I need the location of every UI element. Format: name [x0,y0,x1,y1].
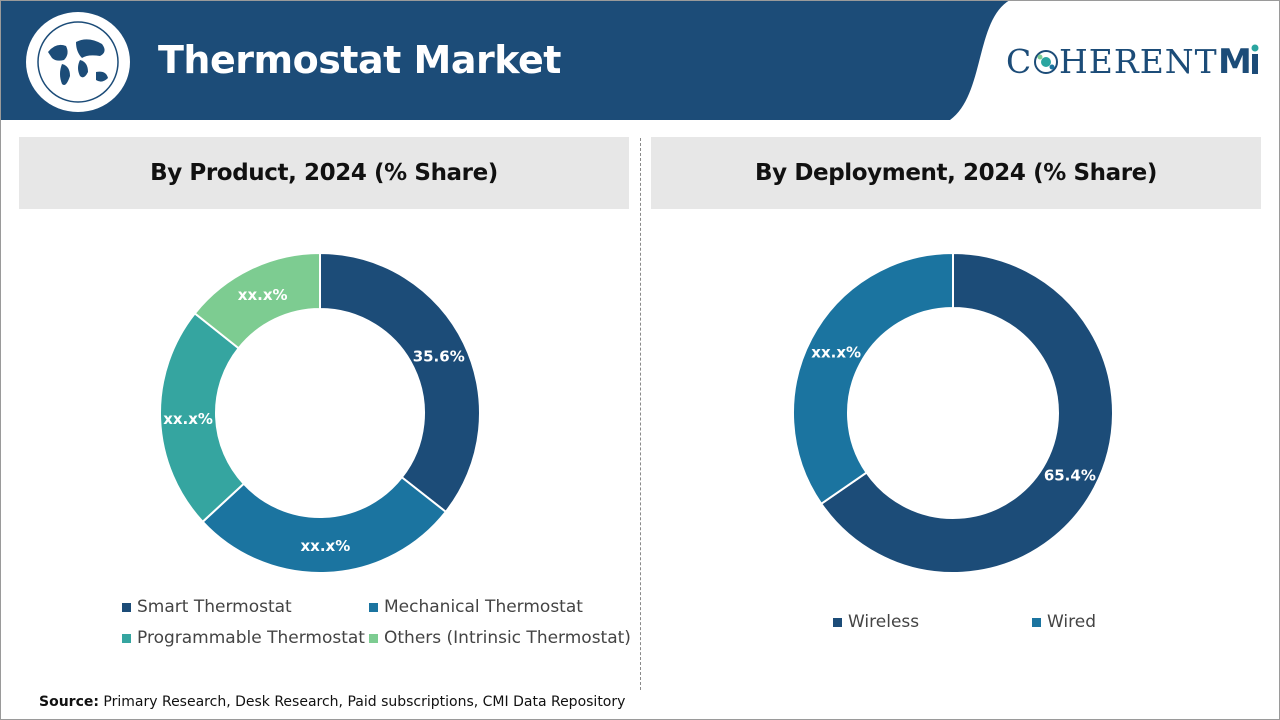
slice-smart-thermostat [319,251,481,514]
svg-text:M: M [1218,42,1253,82]
brand-logo: C HERENT M [1006,40,1268,84]
data-label-programmable-thermostat: xx.x% [163,410,213,428]
legend-swatch [369,633,378,643]
data-label-smart-thermostat: 35.6% [413,347,465,365]
source-note: Source: Primary Research, Desk Research,… [39,694,625,710]
source-label: Source: [39,694,99,710]
legend-swatch [369,602,378,612]
legend-label: Wired [1047,612,1097,632]
legend-item-smart-thermostat: Smart Thermostat [122,597,292,617]
data-label-others-intrinsic-thermostat: xx.x% [238,286,288,304]
globe-icon [26,12,130,112]
section-divider [640,138,641,690]
legend-swatch [1032,617,1041,627]
slice-others-intrinsic-thermostat [193,251,321,350]
legend-label: Wireless [848,612,920,632]
legend-item-wired: Wired [1032,612,1096,632]
legend-item-wireless: Wireless [833,612,919,632]
data-label-wired: xx.x% [811,344,861,362]
brand-target-icon [1034,50,1058,74]
slice-wired [792,251,954,506]
legend-label: Smart Thermostat [137,597,292,617]
legend-swatch [833,617,842,627]
legend-item-mechanical-thermostat: Mechanical Thermostat [369,597,583,617]
product-chart-title: By Product, 2024 (% Share) [19,137,629,209]
legend-item-others-intrinsic-thermostat: Others (Intrinsic Thermostat) [369,628,631,648]
source-text: Primary Research, Desk Research, Paid su… [103,694,626,710]
svg-text:C: C [1006,42,1032,81]
brand-panel [950,0,1280,120]
page-title: Thermostat Market [158,38,561,82]
slice-mechanical-thermostat [201,475,448,574]
legend-label: Programmable Thermostat [137,628,365,648]
legend-label: Others (Intrinsic Thermostat) [384,628,631,648]
slice-wireless [819,251,1114,574]
data-label-mechanical-thermostat: xx.x% [301,537,351,555]
svg-text:HERENT: HERENT [1059,42,1218,81]
legend-label: Mechanical Thermostat [384,597,583,617]
deployment-chart-title: By Deployment, 2024 (% Share) [651,137,1261,209]
legend-swatch [122,633,131,643]
legend-item-programmable-thermostat: Programmable Thermostat [122,628,365,648]
data-label-wireless: 65.4% [1044,466,1096,484]
legend-swatch [122,602,131,612]
